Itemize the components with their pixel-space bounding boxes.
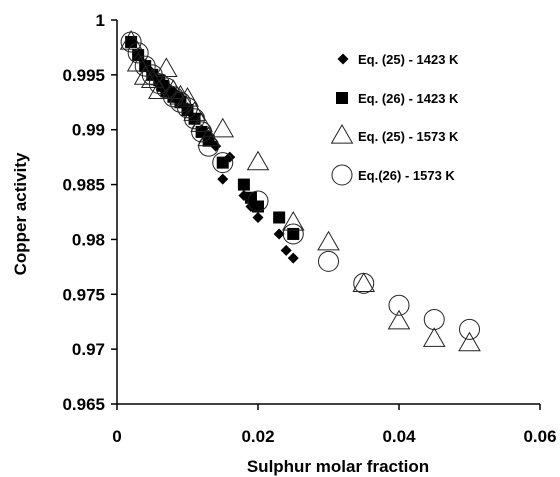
- x-tick-label: 0: [112, 427, 121, 446]
- circle-point: [155, 77, 177, 99]
- triangle-point: [183, 101, 206, 121]
- x-tick-label: 0.04: [382, 427, 416, 446]
- square-point: [188, 112, 201, 125]
- y-tick-label: 0.975: [62, 285, 105, 304]
- diamond-point: [287, 252, 299, 264]
- triangle-point: [211, 117, 235, 138]
- circle-point: [162, 86, 184, 108]
- x-axis: 0 0.02 0.04 0.06: [112, 404, 557, 446]
- y-axis: 0.965 0.97 0.975 0.98 0.985 0.99 0.995 1: [62, 11, 117, 414]
- triangle-point: [422, 327, 446, 347]
- y-tick-label: 0.985: [62, 176, 105, 195]
- circle-point: [127, 42, 149, 64]
- triangle-point: [387, 309, 411, 330]
- diamond-point: [217, 173, 229, 185]
- circle-marker: [331, 164, 353, 186]
- square-point: [287, 227, 300, 240]
- circle-point: [318, 250, 339, 272]
- triangle-point: [176, 86, 199, 107]
- circle-point: [388, 294, 410, 316]
- circle-point: [198, 135, 220, 157]
- triangle-point: [190, 112, 213, 132]
- circle-point: [169, 91, 191, 113]
- series-3: [119, 29, 481, 352]
- triangle-point: [147, 79, 171, 99]
- diamond-point: [280, 244, 292, 256]
- legend-label: Eq. (25) - 1423 K: [358, 52, 459, 67]
- square-point: [273, 211, 286, 224]
- y-tick-label: 0.97: [72, 340, 105, 359]
- circle-point: [141, 64, 163, 86]
- circle-point: [177, 97, 198, 119]
- square-marker: [336, 92, 348, 104]
- x-tick-label: 0.02: [241, 427, 274, 446]
- square-point: [216, 156, 229, 169]
- triangle-point: [119, 29, 143, 50]
- circle-point: [212, 152, 234, 174]
- triangle-point: [246, 150, 270, 171]
- legend: Eq. (25) - 1423 K Eq. (26) - 1423 K Eq. (2…: [330, 52, 459, 186]
- circle-point: [184, 108, 206, 130]
- y-tick-label: 0.995: [62, 66, 105, 85]
- square-point: [125, 35, 138, 48]
- circle-point: [282, 223, 304, 245]
- x-axis-title: Sulphur molar fraction: [247, 457, 429, 476]
- y-axis-title: Copper activity: [11, 152, 30, 275]
- plot-frame: [116, 20, 540, 405]
- circle-point: [423, 309, 445, 331]
- circle-point: [247, 190, 269, 212]
- circle-point: [191, 121, 213, 143]
- triangle-point: [352, 272, 376, 293]
- square-point: [237, 178, 250, 191]
- triangle-point: [281, 210, 305, 231]
- x-tick-label: 0.06: [523, 427, 556, 446]
- y-tick-label: 0.98: [72, 230, 105, 249]
- series-4: [120, 31, 480, 340]
- square-point: [202, 134, 215, 147]
- circle-point: [148, 73, 170, 95]
- legend-label: Eq. (26) - 1423 K: [358, 91, 459, 106]
- y-tick-label: 0.99: [72, 121, 105, 140]
- triangle-point: [458, 331, 481, 352]
- square-point: [252, 200, 264, 213]
- diamond-marker: [337, 53, 349, 65]
- triangle-point: [140, 68, 164, 88]
- series-layer: [119, 29, 481, 352]
- circle-point: [459, 318, 480, 340]
- diamond-point: [252, 211, 264, 223]
- diamond-point: [273, 228, 285, 240]
- circle-point: [134, 55, 156, 77]
- legend-label: Eq.(26) - 1573 K: [358, 168, 455, 183]
- circle-point: [120, 31, 142, 53]
- triangle-marker: [330, 123, 354, 144]
- y-tick-label: 1: [96, 11, 105, 30]
- y-tick-label: 0.965: [62, 395, 105, 414]
- circle-point: [353, 272, 375, 294]
- legend-label: Eq. (25) - 1573 K: [358, 129, 459, 144]
- triangle-point: [317, 230, 340, 251]
